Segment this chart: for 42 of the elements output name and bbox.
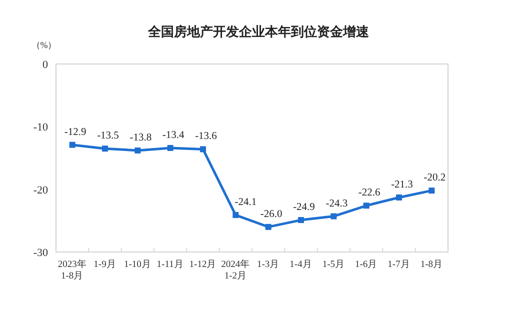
y-tick-label: -10 [33,122,48,134]
point [330,213,337,220]
text: -24.9 [293,202,315,214]
y-tick-label: -20 [33,184,48,196]
point [69,142,76,148]
x-tick-label: 1-10月 [124,259,152,270]
x-tick-label: 2023年 1-8月 [58,258,87,282]
point [265,224,272,230]
point [134,147,141,154]
text: -26.0 [260,208,282,220]
text: -12.9 [64,126,86,138]
point [102,146,108,152]
x-tick-label: 1-4月 [290,259,312,270]
point [298,217,304,224]
x-tick-label: 1-9月 [94,259,116,270]
y-tick-label: -30 [33,247,48,259]
text: -13.6 [195,131,217,142]
point [363,202,370,209]
x-tick-label: 1-5月 [322,259,346,270]
point [232,212,239,218]
text: -20.2 [424,172,446,184]
chart-title: 全国房地产开发企业本年到位资金增速 [147,24,370,39]
point [167,144,174,151]
text: -13.4 [162,130,184,141]
text: -24.3 [326,198,348,210]
x-tick-label: 1-11月 [156,259,184,270]
text: -21.3 [391,179,413,190]
x-tick-label: 1-6月 [354,259,378,270]
x-tick-label: 1-12月 [189,259,217,270]
point [428,188,435,194]
text: -22.6 [358,188,380,199]
y-tick-label: 0 [42,59,48,71]
text: -24.1 [234,197,257,208]
x-tick-label: 2024年 1-2月 [221,258,250,282]
point [200,146,206,152]
point [396,194,402,200]
x-tick-label: 1-8月 [420,259,444,270]
text: -13.8 [130,132,152,144]
x-tick-label: 1-7月 [388,259,410,270]
x-tick-label: 1-3月 [256,259,280,270]
y-axis-title: （%） [31,40,57,50]
text: -13.5 [97,130,119,142]
